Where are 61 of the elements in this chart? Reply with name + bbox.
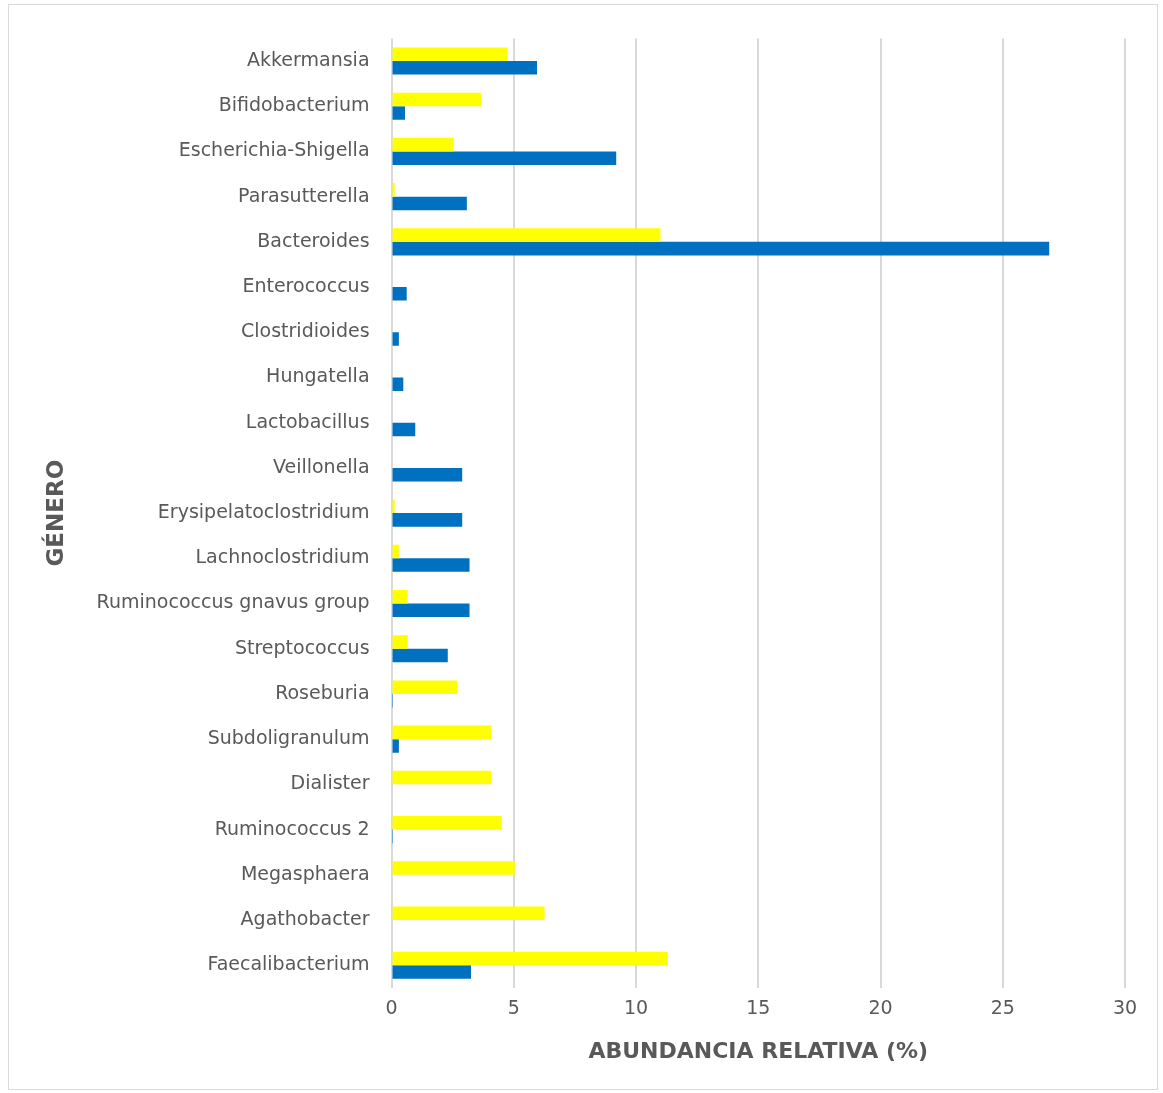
y-tick-label: Lachnoclostridium bbox=[195, 545, 370, 568]
y-tick-label: Erysipelatoclostridium bbox=[157, 500, 370, 523]
bar bbox=[392, 137, 454, 152]
x-tick-label: 10 bbox=[623, 996, 649, 1019]
y-tick-label: Faecalibacterium bbox=[207, 952, 370, 975]
y-tick-label: Ruminococcus gnavus group bbox=[96, 590, 370, 613]
bar bbox=[392, 196, 467, 211]
y-tick-label: Enterococcus bbox=[242, 273, 370, 296]
y-tick-label: Parasutterella bbox=[238, 183, 370, 206]
x-tick-label: 20 bbox=[868, 996, 893, 1019]
bar bbox=[392, 377, 404, 392]
bar bbox=[392, 241, 1050, 256]
bar bbox=[392, 183, 395, 197]
bar bbox=[392, 92, 482, 107]
y-tick-label: Dialister bbox=[290, 771, 370, 794]
bar bbox=[392, 467, 463, 482]
y-tick-label: Veillonella bbox=[272, 454, 370, 477]
y-tick-label: Agathobacter bbox=[240, 906, 370, 929]
bar bbox=[392, 513, 463, 527]
y-tick-label: Roseburia bbox=[275, 680, 370, 703]
bar bbox=[392, 558, 470, 572]
bar bbox=[392, 861, 515, 875]
y-tick-label: Bacteroides bbox=[257, 228, 370, 251]
y-tick-label: Ruminococcus 2 bbox=[214, 816, 370, 839]
bar bbox=[392, 635, 408, 649]
bar bbox=[392, 106, 405, 120]
bar bbox=[392, 770, 492, 785]
y-tick-label: Akkermansia bbox=[247, 47, 370, 70]
bar bbox=[392, 47, 508, 62]
x-tick-label: 15 bbox=[746, 996, 771, 1019]
x-tick-label: 30 bbox=[1112, 996, 1138, 1019]
y-tick-label: Streptococcus bbox=[234, 635, 370, 658]
bar bbox=[392, 61, 538, 75]
bar bbox=[392, 739, 399, 753]
y-axis-title: GÉNERO bbox=[40, 459, 68, 567]
bar bbox=[392, 951, 668, 966]
bar bbox=[392, 151, 617, 165]
bar bbox=[392, 816, 502, 830]
bar bbox=[392, 648, 448, 663]
y-tick-label: Megasphaera bbox=[240, 861, 370, 884]
y-tick-label: Hungatella bbox=[266, 364, 370, 387]
bar bbox=[392, 603, 470, 618]
y-tick-label: Subdoligranulum bbox=[207, 726, 370, 749]
bar bbox=[392, 332, 399, 346]
y-tick-label: Bifidobacterium bbox=[218, 93, 370, 116]
y-tick-label: Lactobacillus bbox=[245, 409, 370, 432]
y-tick-label: Escherichia-Shigella bbox=[178, 138, 370, 161]
x-tick-label: 5 bbox=[507, 996, 520, 1019]
y-tick-label: Clostridioides bbox=[241, 319, 370, 342]
bar bbox=[392, 906, 545, 920]
bar bbox=[392, 680, 458, 694]
bar bbox=[392, 965, 471, 979]
bar bbox=[392, 228, 661, 242]
bar bbox=[392, 589, 408, 604]
bar bbox=[392, 287, 407, 301]
x-axis-title: ABUNDANCIA RELATIVA (%) bbox=[588, 1037, 929, 1063]
x-tick-label: 0 bbox=[385, 996, 398, 1019]
bar bbox=[392, 725, 492, 740]
bar bbox=[392, 422, 416, 437]
x-tick-label: 25 bbox=[990, 996, 1015, 1019]
bar bbox=[392, 544, 399, 559]
